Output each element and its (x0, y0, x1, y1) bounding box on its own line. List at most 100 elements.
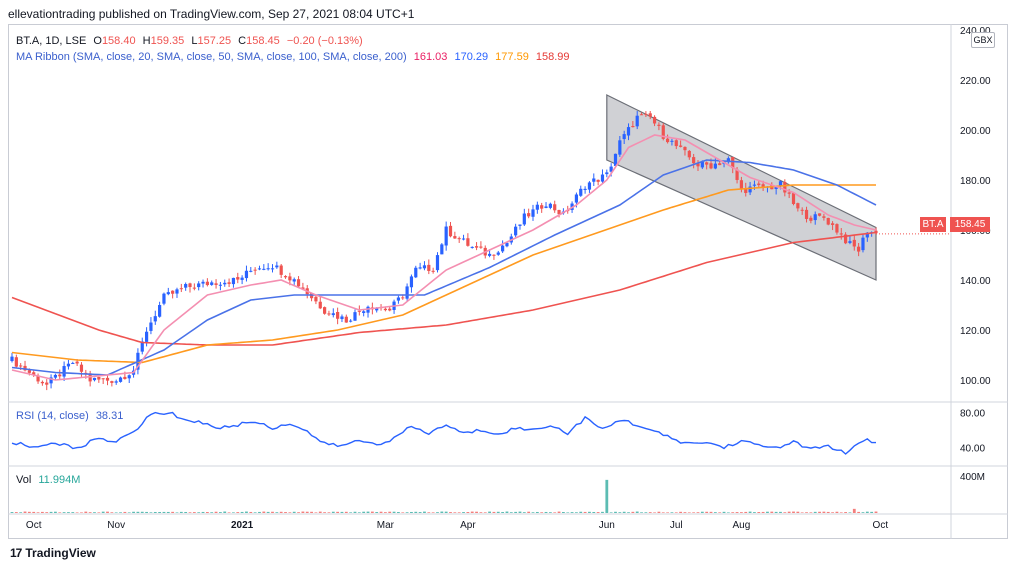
volume-bar (14, 512, 18, 513)
volume-bar (653, 512, 656, 513)
candle-body (431, 270, 435, 272)
volume-bar (127, 512, 131, 513)
candle-body (123, 376, 127, 379)
rsi-value: 38.31 (95, 410, 124, 422)
candle-body (362, 311, 366, 313)
candle-body (865, 232, 869, 238)
volume-bar (839, 512, 843, 513)
volume-legend[interactable]: Vol 11.994M (16, 474, 84, 486)
currency-badge[interactable]: GBX (971, 32, 995, 48)
volume-bar (153, 511, 157, 513)
candle-body (626, 127, 631, 136)
volume-bar (88, 512, 92, 513)
candle-body (292, 279, 296, 282)
candle-body (709, 163, 713, 169)
last-price-symbol-tag: BT.A (920, 217, 946, 232)
rsi-legend[interactable]: RSI (14, close) 38.31 (16, 410, 127, 422)
volume-bar (175, 512, 179, 513)
candle-body (713, 163, 717, 169)
candle-body (631, 126, 635, 128)
volume-bar (232, 512, 235, 513)
volume-bar (84, 511, 88, 513)
volume-bar (844, 512, 848, 513)
volume-bar (327, 512, 331, 513)
candle-body (414, 267, 418, 278)
candle-body (844, 234, 848, 244)
symbol-name: BT.A, 1D, LSE (16, 35, 87, 47)
high-label: H (142, 35, 151, 47)
candle-body (692, 157, 696, 164)
volume-bar (297, 512, 300, 513)
volume-bar (544, 511, 548, 513)
volume-bar (101, 511, 105, 513)
candle-body (383, 308, 387, 311)
volume-bar (618, 512, 622, 513)
volume-bar (93, 512, 96, 513)
symbol-legend[interactable]: BT.A, 1D, LSE O158.40 H159.35 L157.25 C1… (16, 35, 367, 47)
volume-bar (240, 511, 244, 513)
candle-body (761, 184, 765, 188)
volume-bar (475, 511, 478, 513)
candle-body (683, 146, 687, 151)
chart-frame[interactable] (8, 24, 1008, 539)
ma-ribbon-label: MA Ribbon (SMA, close, 20, SMA, close, 5… (16, 51, 407, 63)
volume-bar (644, 512, 648, 513)
candle-body (635, 115, 639, 127)
low-label: L (191, 35, 198, 47)
ma-line-ma20 (11, 134, 877, 381)
candle-body (618, 140, 622, 155)
volume-bar (848, 512, 852, 513)
candle-body (144, 331, 149, 342)
volume-tick-label: 400M (960, 472, 985, 483)
candle-body (171, 290, 175, 294)
candle-body (105, 377, 110, 381)
volume-bar (700, 511, 704, 513)
candle-body (726, 158, 730, 163)
candle-body (735, 169, 739, 180)
candle-body (336, 311, 340, 319)
candle-body (357, 310, 361, 312)
candle-body (791, 193, 796, 205)
volume-bar (383, 512, 387, 513)
tradingview-icon: 17 (10, 546, 22, 560)
volume-bar (149, 512, 153, 513)
candle-body (231, 277, 236, 285)
candle-body (622, 134, 626, 140)
volume-bar (219, 512, 222, 513)
volume-bar (635, 511, 639, 513)
volume-bar (783, 512, 787, 513)
candle-body (492, 254, 496, 256)
candle-body (266, 268, 270, 270)
candle-body (418, 267, 422, 269)
volume-bar (54, 511, 57, 513)
price-tick-label: 220.00 (960, 76, 991, 87)
candle-body (388, 308, 392, 311)
volume-bar (67, 512, 70, 513)
candle-body (309, 293, 314, 299)
candle-body (718, 163, 722, 166)
candle-body (800, 209, 804, 211)
volume-bar (753, 512, 756, 513)
candle-body (670, 140, 674, 142)
candle-body (62, 366, 66, 377)
close-value: 158.45 (246, 35, 280, 47)
time-tick-label: Jul (670, 520, 683, 531)
volume-bar (674, 512, 678, 513)
candle-body (158, 305, 162, 317)
volume-bar (657, 511, 661, 513)
candle-body (744, 188, 748, 193)
volume-bar (379, 511, 383, 513)
volume-bar (705, 511, 709, 513)
volume-bar (123, 511, 127, 513)
candle-body (661, 125, 665, 139)
candle-body (583, 188, 587, 190)
candle-body (214, 283, 218, 285)
volume-bar (766, 511, 769, 513)
candle-body (323, 307, 327, 314)
ma-ribbon-legend[interactable]: MA Ribbon (SMA, close, 20, SMA, close, 5… (16, 51, 574, 63)
candle-body (474, 246, 479, 248)
volume-bar (505, 511, 509, 513)
candle-body (453, 236, 457, 239)
tradingview-logo[interactable]: 17 TradingView (10, 546, 96, 560)
